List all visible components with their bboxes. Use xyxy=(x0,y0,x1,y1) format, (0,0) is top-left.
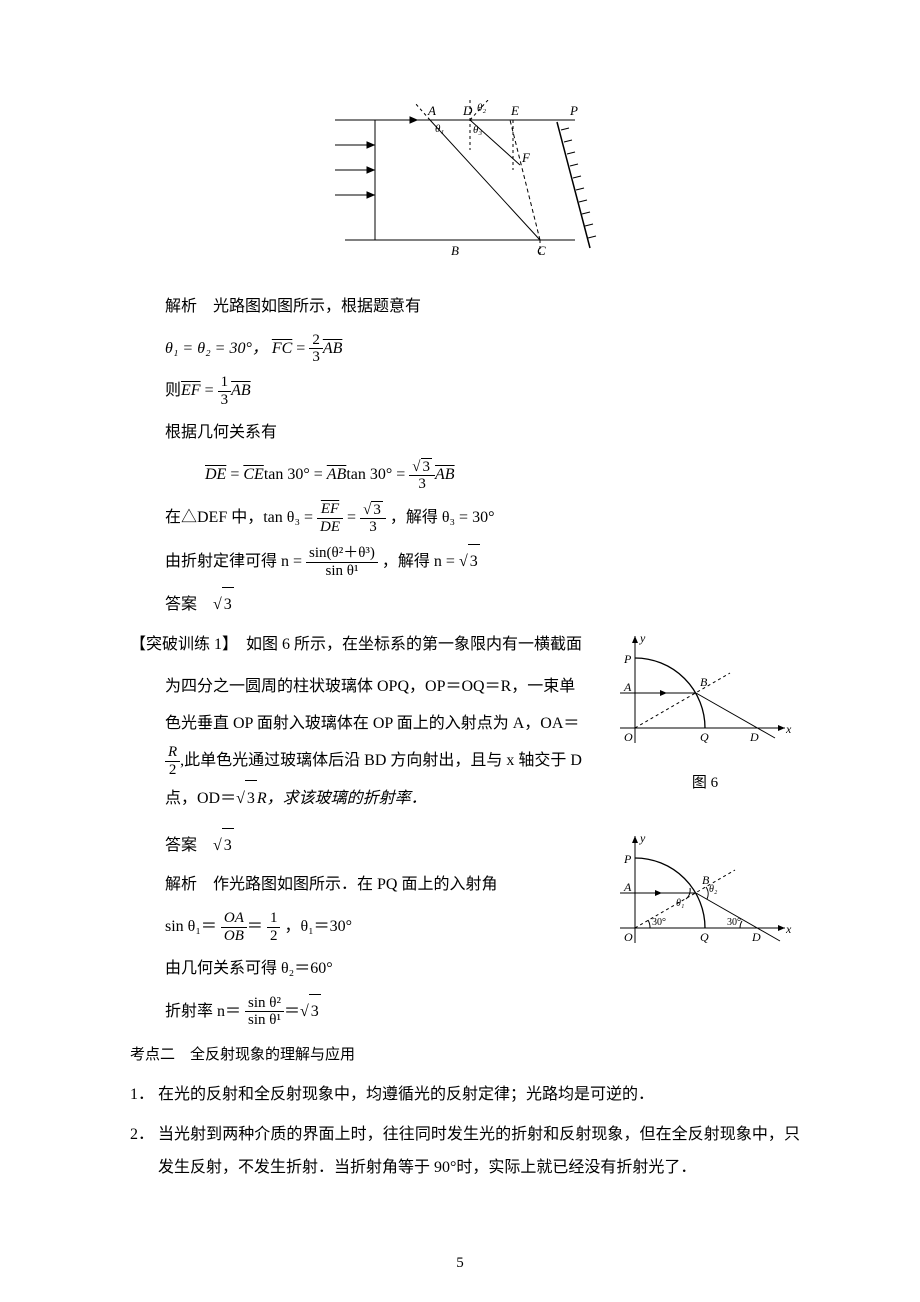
label-E: E xyxy=(510,103,519,118)
svg-text:Q: Q xyxy=(700,730,709,744)
svg-text:x: x xyxy=(785,922,792,936)
svg-text:D: D xyxy=(751,930,761,944)
section2-item1: 1． 在光的反射和全反射现象中，均遵循光的反射定律；光路均是可逆的． xyxy=(130,1078,800,1112)
label-C: C xyxy=(537,243,546,258)
sol1-eq1: θ₁ = θ₂ = 30°， FC = 23AB xyxy=(165,332,800,366)
sol1-eq2: 则EF = 13AB xyxy=(165,374,800,408)
svg-text:A: A xyxy=(623,880,632,894)
svg-text:θ₁: θ₁ xyxy=(676,898,684,909)
sol1-answer: 答案 √3 xyxy=(165,587,800,622)
svg-text:y: y xyxy=(639,631,646,645)
sol1-eq3: 根据几何关系有 xyxy=(165,416,800,450)
ex1-body5: 点，OD＝ xyxy=(165,790,236,807)
label-A: A xyxy=(427,103,436,118)
ex1-body1: 如图 6 所示，在坐标系的第一象限内有一横截面 xyxy=(230,636,582,653)
ex1-body2: 为四分之一圆周的柱状玻璃体 OPQ，OP＝OQ＝R，一束单 xyxy=(165,678,575,695)
sol1-eq5: 由折射定律可得 n = sin(θ²＋θ³)sin θ¹ ，解得 n = √3 xyxy=(165,544,800,579)
ex1-body5b: R，求该玻璃的折射率． xyxy=(257,790,427,807)
svg-text:y: y xyxy=(639,831,646,845)
ex1-answer: 答案 √3 xyxy=(165,828,590,863)
label-F: F xyxy=(521,150,531,165)
ex1-body3: 色光垂直 OP 面射入玻璃体在 OP 面上的入射点为 A，OA＝ xyxy=(165,715,579,732)
section-2-title: 考点二 全反射现象的理解与应用 xyxy=(130,1043,800,1064)
sol1-intro: 解析 光路图如图所示，根据题意有 xyxy=(165,290,800,324)
svg-text:30°: 30° xyxy=(652,917,666,928)
page-number: 5 xyxy=(456,1255,464,1272)
svg-text:P: P xyxy=(623,852,632,866)
svg-text:A: A xyxy=(623,680,632,694)
ex1-refr: 折射率 n＝ sin θ²sin θ¹＝√3 xyxy=(165,994,590,1029)
diagram-refraction-block: A D E P F B C θ₁ θ₂ θ₃ xyxy=(130,100,800,270)
svg-text:O: O xyxy=(624,930,633,944)
ex1-sol-intro: 解析 作光路图如图所示．在 PQ 面上的入射角 xyxy=(165,868,590,902)
exercise-1: 【突破训练 1】 如图 6 所示，在坐标系的第一象限内有一横截面 为四分之一圆周… xyxy=(130,628,800,1037)
sol1-eq4: 在△DEF 中，tan θ₃ = EFDE = √33 ，解得 θ₃ = 30° xyxy=(165,501,800,536)
ex1-body4: 此单色光通过玻璃体后沿 BD 方向射出，且与 x 轴交于 D xyxy=(184,752,582,769)
solution-block-1: 解析 光路图如图所示，根据题意有 θ₁ = θ₂ = 30°， FC = 23A… xyxy=(130,290,800,622)
svg-text:Q: Q xyxy=(700,930,709,944)
sol1-de-eq: DE = CEtan 30° = ABtan 30° = √33AB xyxy=(165,458,800,493)
ex1-geom: 由几何关系可得 θ₂＝60° xyxy=(165,952,590,986)
ex1-sin: sin θ₁＝ OAOB＝ 12 ，θ₁＝30° xyxy=(165,910,590,944)
diagram-quarter-circle-2: y x O P Q A B D θ₁ θ₂ 30° 30° xyxy=(610,828,795,963)
svg-text:D: D xyxy=(749,730,759,744)
eq1-pre: θ₁ = θ₂ = 30°， xyxy=(165,340,268,357)
label-D: D xyxy=(462,103,473,118)
fig6-label: 图 6 xyxy=(610,771,800,792)
svg-text:30°: 30° xyxy=(727,917,741,928)
svg-text:O: O xyxy=(624,730,633,744)
label-P: P xyxy=(569,103,578,118)
label-theta2: θ₂ xyxy=(477,102,486,114)
svg-text:x: x xyxy=(785,722,792,736)
svg-text:P: P xyxy=(623,652,632,666)
diagram-quarter-circle-1: y x O P Q A B D xyxy=(610,628,795,758)
section2-item2: 2． 当光射到两种介质的界面上时，往往同时发生光的折射和反射现象，但在全反射现象… xyxy=(130,1118,800,1185)
svg-text:B: B xyxy=(700,675,708,689)
label-theta3: θ₃ xyxy=(473,124,482,136)
svg-text:θ₂: θ₂ xyxy=(709,884,718,895)
label-B: B xyxy=(451,243,459,258)
label-theta1: θ₁ xyxy=(435,123,444,135)
ex1-prefix: 【突破训练 1】 xyxy=(130,636,230,653)
